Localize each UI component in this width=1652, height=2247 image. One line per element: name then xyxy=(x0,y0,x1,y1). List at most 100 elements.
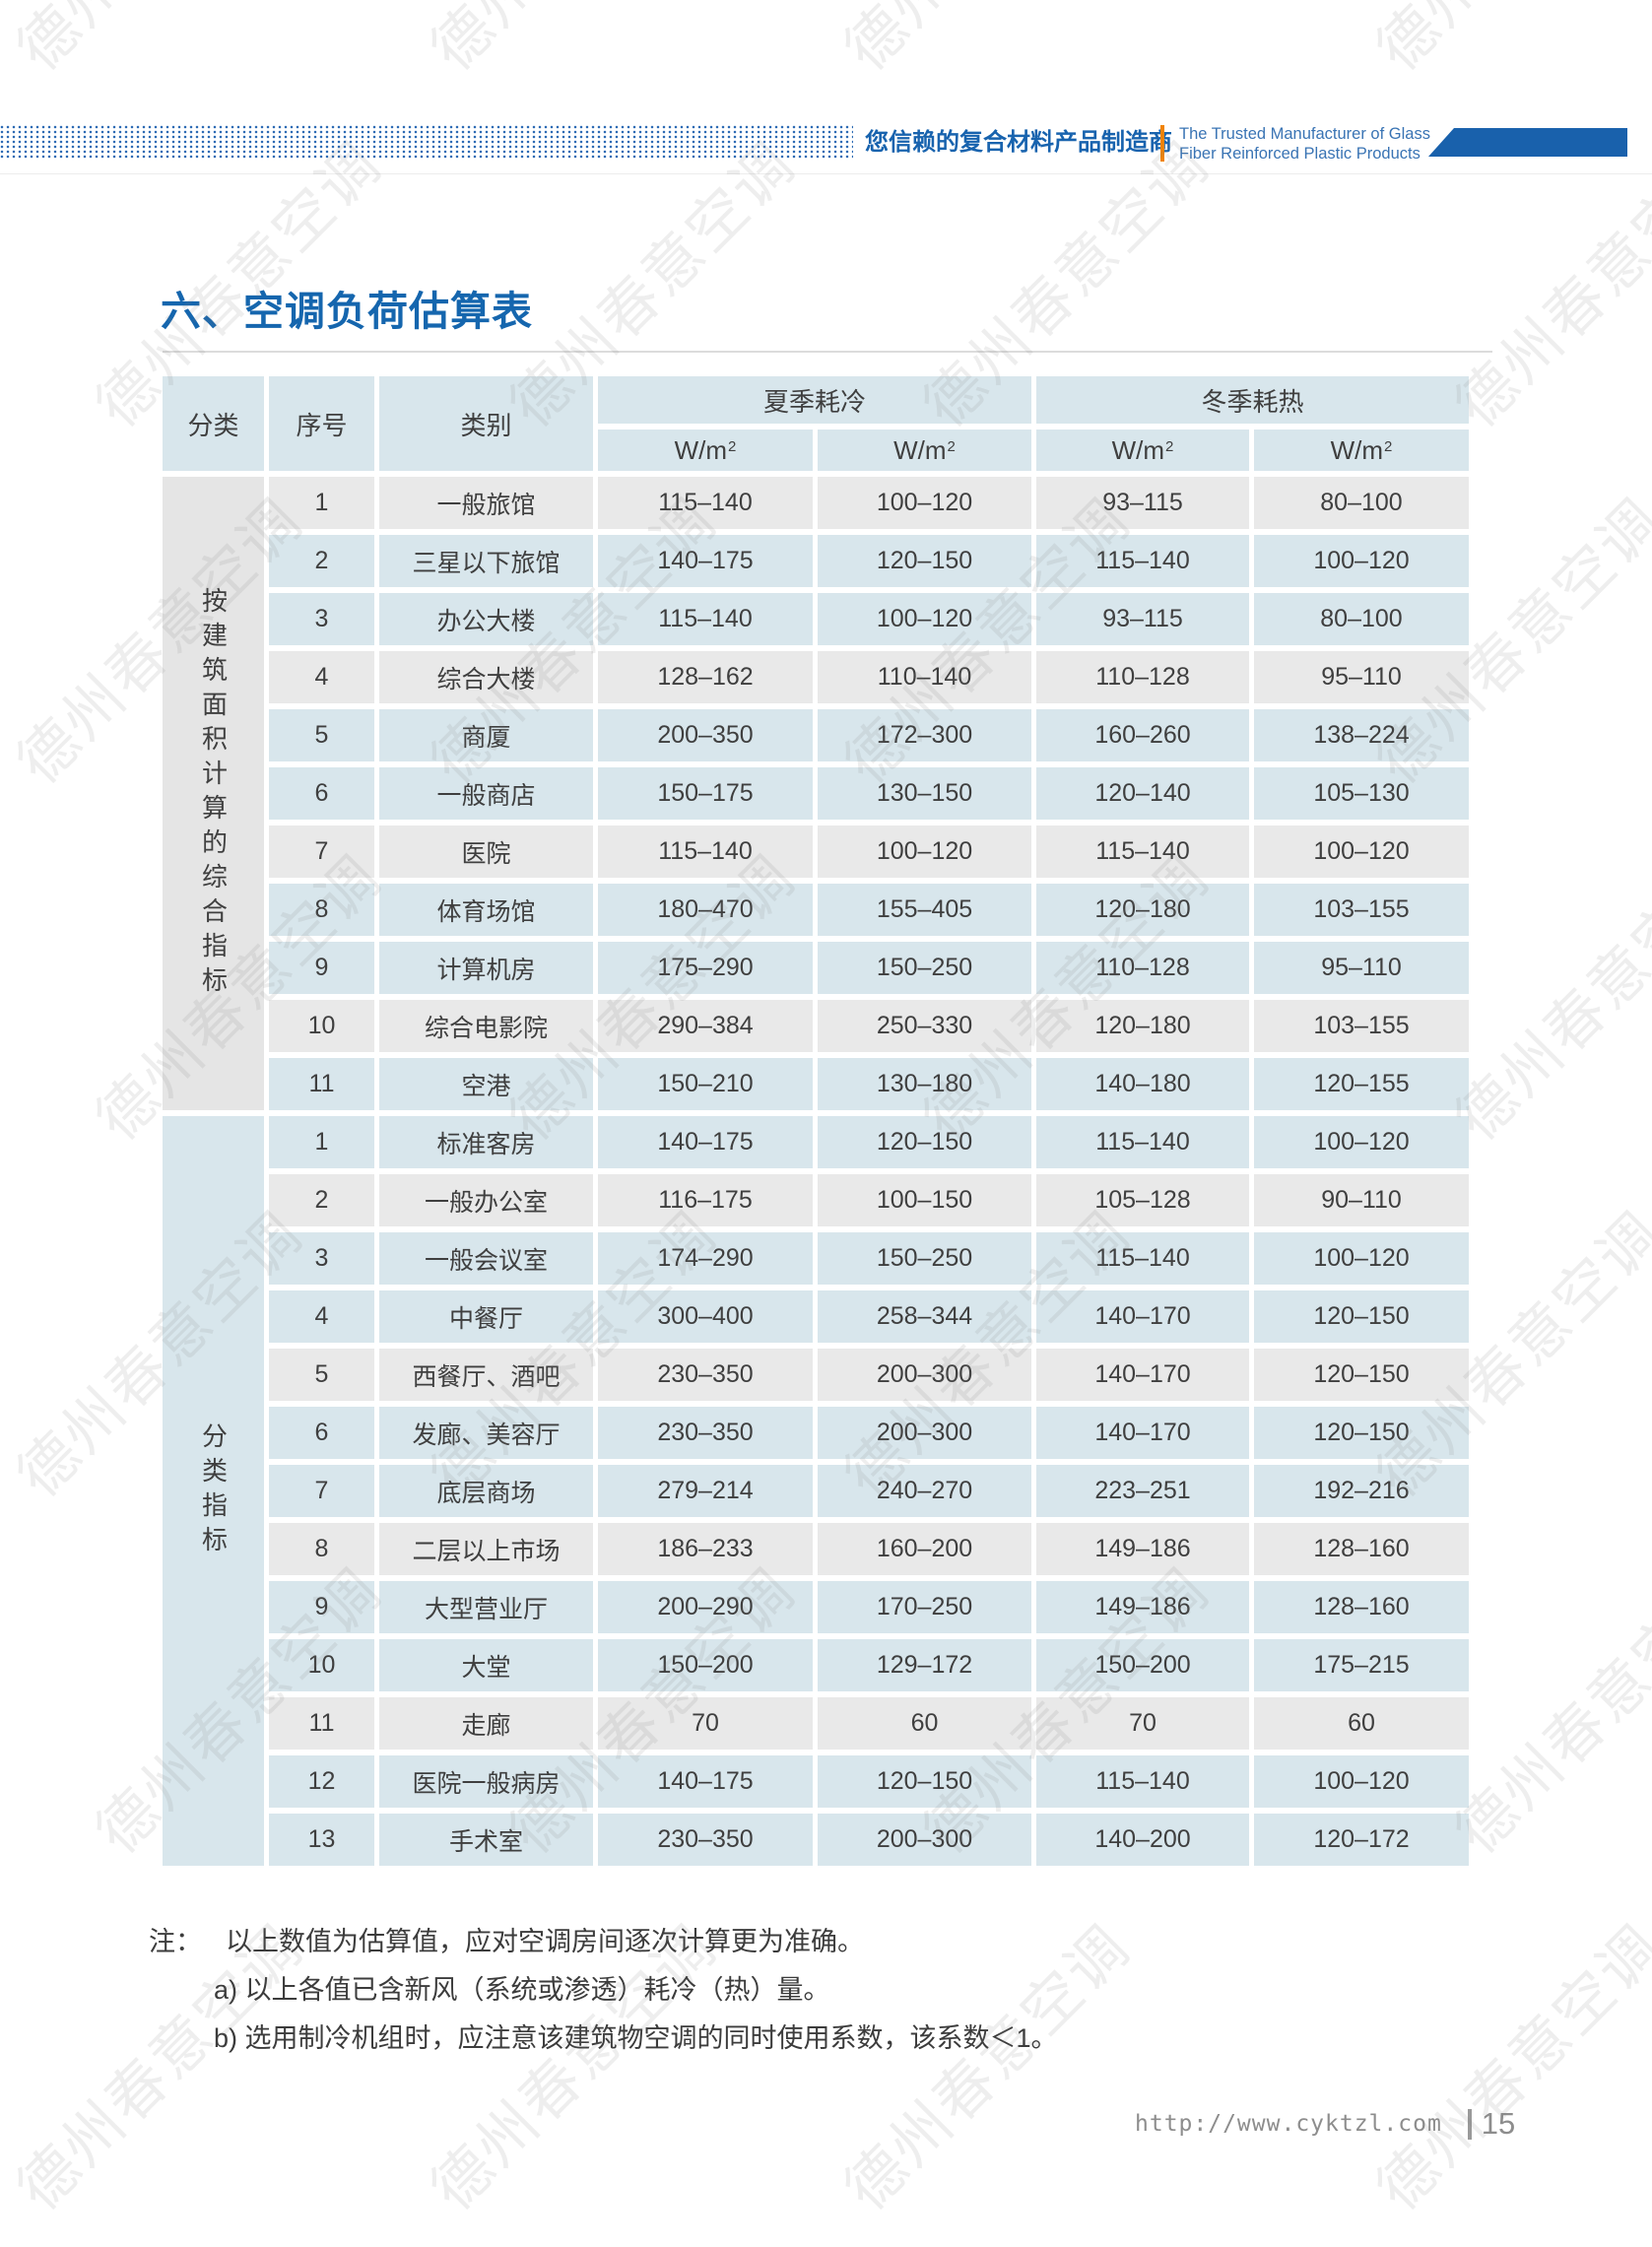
row-value: 200–350 xyxy=(598,709,813,761)
row-value: 200–300 xyxy=(818,1349,1031,1401)
row-value: 230–350 xyxy=(598,1349,813,1401)
row-value: 120–155 xyxy=(1254,1058,1469,1110)
row-value: 120–150 xyxy=(1254,1290,1469,1343)
row-no: 8 xyxy=(269,884,374,936)
website-url[interactable]: http://www.cyktzl.com xyxy=(1135,2111,1442,2137)
row-value: 100–120 xyxy=(1254,1755,1469,1808)
row-value: 115–140 xyxy=(1036,1755,1249,1808)
row-no: 7 xyxy=(269,826,374,878)
row-value: 100–120 xyxy=(1254,826,1469,878)
row-no: 13 xyxy=(269,1814,374,1866)
title-underline xyxy=(163,351,1492,353)
row-type: 一般旅馆 xyxy=(379,477,593,529)
col-header-summer-cooling: 夏季耗冷 xyxy=(598,376,1031,424)
row-value: 258–344 xyxy=(818,1290,1031,1343)
row-no: 12 xyxy=(269,1755,374,1808)
row-value: 150–200 xyxy=(598,1639,813,1691)
row-value: 149–186 xyxy=(1036,1581,1249,1633)
note-line-1: 注： 以上数值为估算值，应对空调房间逐次计算更为准确。 xyxy=(149,1927,864,1956)
row-value: 300–400 xyxy=(598,1290,813,1343)
row-no: 1 xyxy=(269,1116,374,1168)
row-value: 100–120 xyxy=(818,826,1031,878)
row-value: 120–172 xyxy=(1254,1814,1469,1866)
row-value: 103–155 xyxy=(1254,1000,1469,1052)
row-value: 110–128 xyxy=(1036,942,1249,994)
row-value: 150–200 xyxy=(1036,1639,1249,1691)
row-value: 60 xyxy=(818,1697,1031,1750)
row-type: 体育场馆 xyxy=(379,884,593,936)
row-value: 100–120 xyxy=(1254,1232,1469,1285)
category-cell: 分类指标 xyxy=(163,1116,264,1866)
unit-header: W/m 2 xyxy=(598,430,813,471)
row-no: 1 xyxy=(269,477,374,529)
page-number-divider xyxy=(1467,2108,1472,2140)
watermark-text: 德州春意空调 xyxy=(823,0,1147,87)
row-value: 116–175 xyxy=(598,1174,813,1226)
row-no: 2 xyxy=(269,1174,374,1226)
row-value: 130–150 xyxy=(818,767,1031,820)
row-value: 150–210 xyxy=(598,1058,813,1110)
row-value: 100–120 xyxy=(818,477,1031,529)
row-value: 290–384 xyxy=(598,1000,813,1052)
row-no: 5 xyxy=(269,1349,374,1401)
col-header-no: 序号 xyxy=(269,376,374,471)
row-type: 综合电影院 xyxy=(379,1000,593,1052)
row-value: 95–110 xyxy=(1254,942,1469,994)
row-value: 223–251 xyxy=(1036,1465,1249,1517)
row-value: 140–175 xyxy=(598,1116,813,1168)
row-type: 西餐厅、酒吧 xyxy=(379,1349,593,1401)
row-value: 200–300 xyxy=(818,1407,1031,1459)
row-no: 3 xyxy=(269,593,374,645)
row-value: 155–405 xyxy=(818,884,1031,936)
row-value: 140–180 xyxy=(1036,1058,1249,1110)
dotted-pattern xyxy=(0,125,853,159)
row-value: 95–110 xyxy=(1254,651,1469,703)
row-type: 发廊、美容厅 xyxy=(379,1407,593,1459)
row-no: 6 xyxy=(269,767,374,820)
row-value: 140–170 xyxy=(1036,1349,1249,1401)
row-value: 174–290 xyxy=(598,1232,813,1285)
row-type: 底层商场 xyxy=(379,1465,593,1517)
row-value: 120–150 xyxy=(818,1755,1031,1808)
row-value: 90–110 xyxy=(1254,1174,1469,1226)
row-value: 170–250 xyxy=(818,1581,1031,1633)
page-title: 六、空调负荷估算表 xyxy=(161,289,533,334)
row-value: 80–100 xyxy=(1254,593,1469,645)
row-type: 中餐厅 xyxy=(379,1290,593,1343)
page-number: 15 xyxy=(1481,2106,1516,2141)
load-estimation-table: 分类 序号 类别 夏季耗冷 冬季耗热 W/m 2 W/m 2 W/m 2 W/m 2 按… xyxy=(163,376,1469,1866)
row-type: 计算机房 xyxy=(379,942,593,994)
row-value: 100–120 xyxy=(1254,535,1469,587)
row-value: 129–172 xyxy=(818,1639,1031,1691)
category-vertical-label: 按建筑面积计算的综合指标 xyxy=(198,586,229,1001)
row-no: 8 xyxy=(269,1523,374,1575)
watermark-text: 德州春意空调 xyxy=(409,0,733,87)
row-value: 128–160 xyxy=(1254,1581,1469,1633)
unit-header: W/m 2 xyxy=(1036,430,1249,471)
row-no: 9 xyxy=(269,942,374,994)
row-value: 192–216 xyxy=(1254,1465,1469,1517)
row-no: 4 xyxy=(269,1290,374,1343)
header-divider-line xyxy=(0,173,1652,174)
row-value: 120–150 xyxy=(818,535,1031,587)
row-value: 230–350 xyxy=(598,1407,813,1459)
note-line-3: b) 选用制冷机组时，应注意该建筑物空调的同时使用系数，该系数＜1。 xyxy=(214,2023,1058,2053)
row-value: 120–180 xyxy=(1036,884,1249,936)
orange-divider xyxy=(1160,125,1164,162)
row-no: 11 xyxy=(269,1697,374,1750)
row-type: 商厦 xyxy=(379,709,593,761)
row-value: 120–150 xyxy=(818,1116,1031,1168)
row-value: 149–186 xyxy=(1036,1523,1249,1575)
row-no: 6 xyxy=(269,1407,374,1459)
notes: 注： 以上数值为估算值，应对空调房间逐次计算更为准确。 a) 以上各值已含新风（系… xyxy=(149,1918,1058,2063)
row-value: 160–200 xyxy=(818,1523,1031,1575)
row-value: 105–130 xyxy=(1254,767,1469,820)
row-value: 70 xyxy=(598,1697,813,1750)
row-value: 140–170 xyxy=(1036,1407,1249,1459)
slogan-english-line1: The Trusted Manufacturer of Glass xyxy=(1179,125,1430,143)
row-value: 100–120 xyxy=(818,593,1031,645)
row-type: 一般会议室 xyxy=(379,1232,593,1285)
row-type: 医院一般病房 xyxy=(379,1755,593,1808)
row-type: 大堂 xyxy=(379,1639,593,1691)
